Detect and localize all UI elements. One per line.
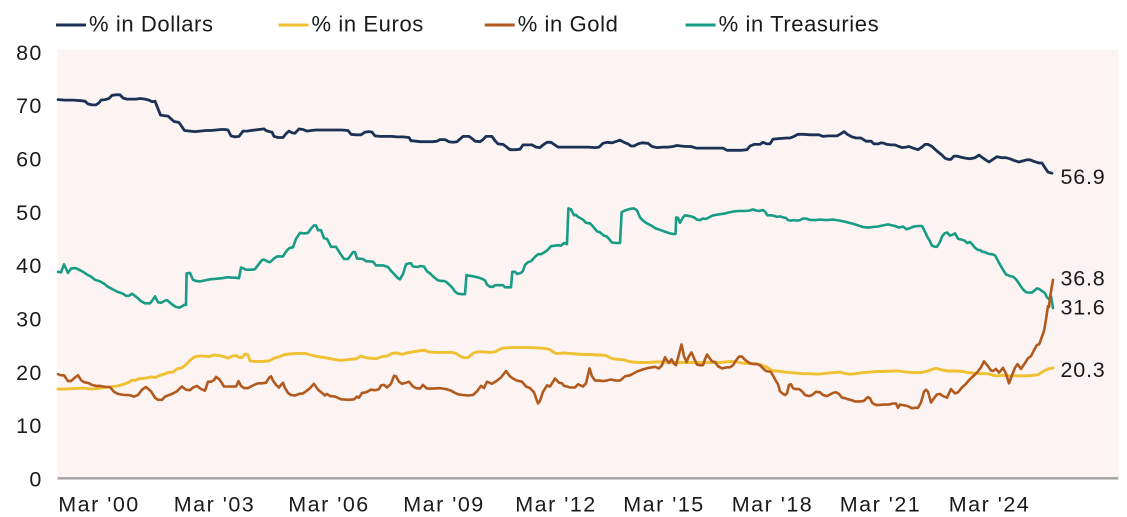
svg-text:70: 70 [16,94,42,118]
svg-text:20.3: 20.3 [1061,358,1106,382]
svg-text:% in Euros: % in Euros [312,12,424,37]
svg-text:Mar '12: Mar '12 [515,493,597,517]
svg-text:40: 40 [16,254,42,278]
svg-text:80: 80 [16,41,42,65]
svg-text:20: 20 [16,361,42,385]
svg-text:Mar '03: Mar '03 [174,493,256,517]
svg-text:31.6: 31.6 [1061,295,1106,319]
svg-text:Mar '15: Mar '15 [623,493,705,517]
svg-text:Mar '21: Mar '21 [840,493,922,517]
svg-text:% in Treasuries: % in Treasuries [719,12,880,37]
svg-text:56.9: 56.9 [1061,165,1106,189]
svg-text:36.8: 36.8 [1061,266,1106,290]
svg-text:Mar '00: Mar '00 [58,493,140,517]
svg-text:% in Gold: % in Gold [518,12,619,37]
svg-text:Mar '06: Mar '06 [288,493,370,517]
svg-text:10: 10 [16,414,42,438]
svg-text:Mar '24: Mar '24 [949,493,1031,517]
svg-text:50: 50 [16,201,42,225]
svg-text:30: 30 [16,307,42,331]
svg-text:0: 0 [29,467,42,491]
svg-text:Mar '18: Mar '18 [732,493,814,517]
svg-text:60: 60 [16,148,42,172]
svg-text:% in Dollars: % in Dollars [89,12,214,37]
svg-text:Mar '09: Mar '09 [403,493,485,517]
